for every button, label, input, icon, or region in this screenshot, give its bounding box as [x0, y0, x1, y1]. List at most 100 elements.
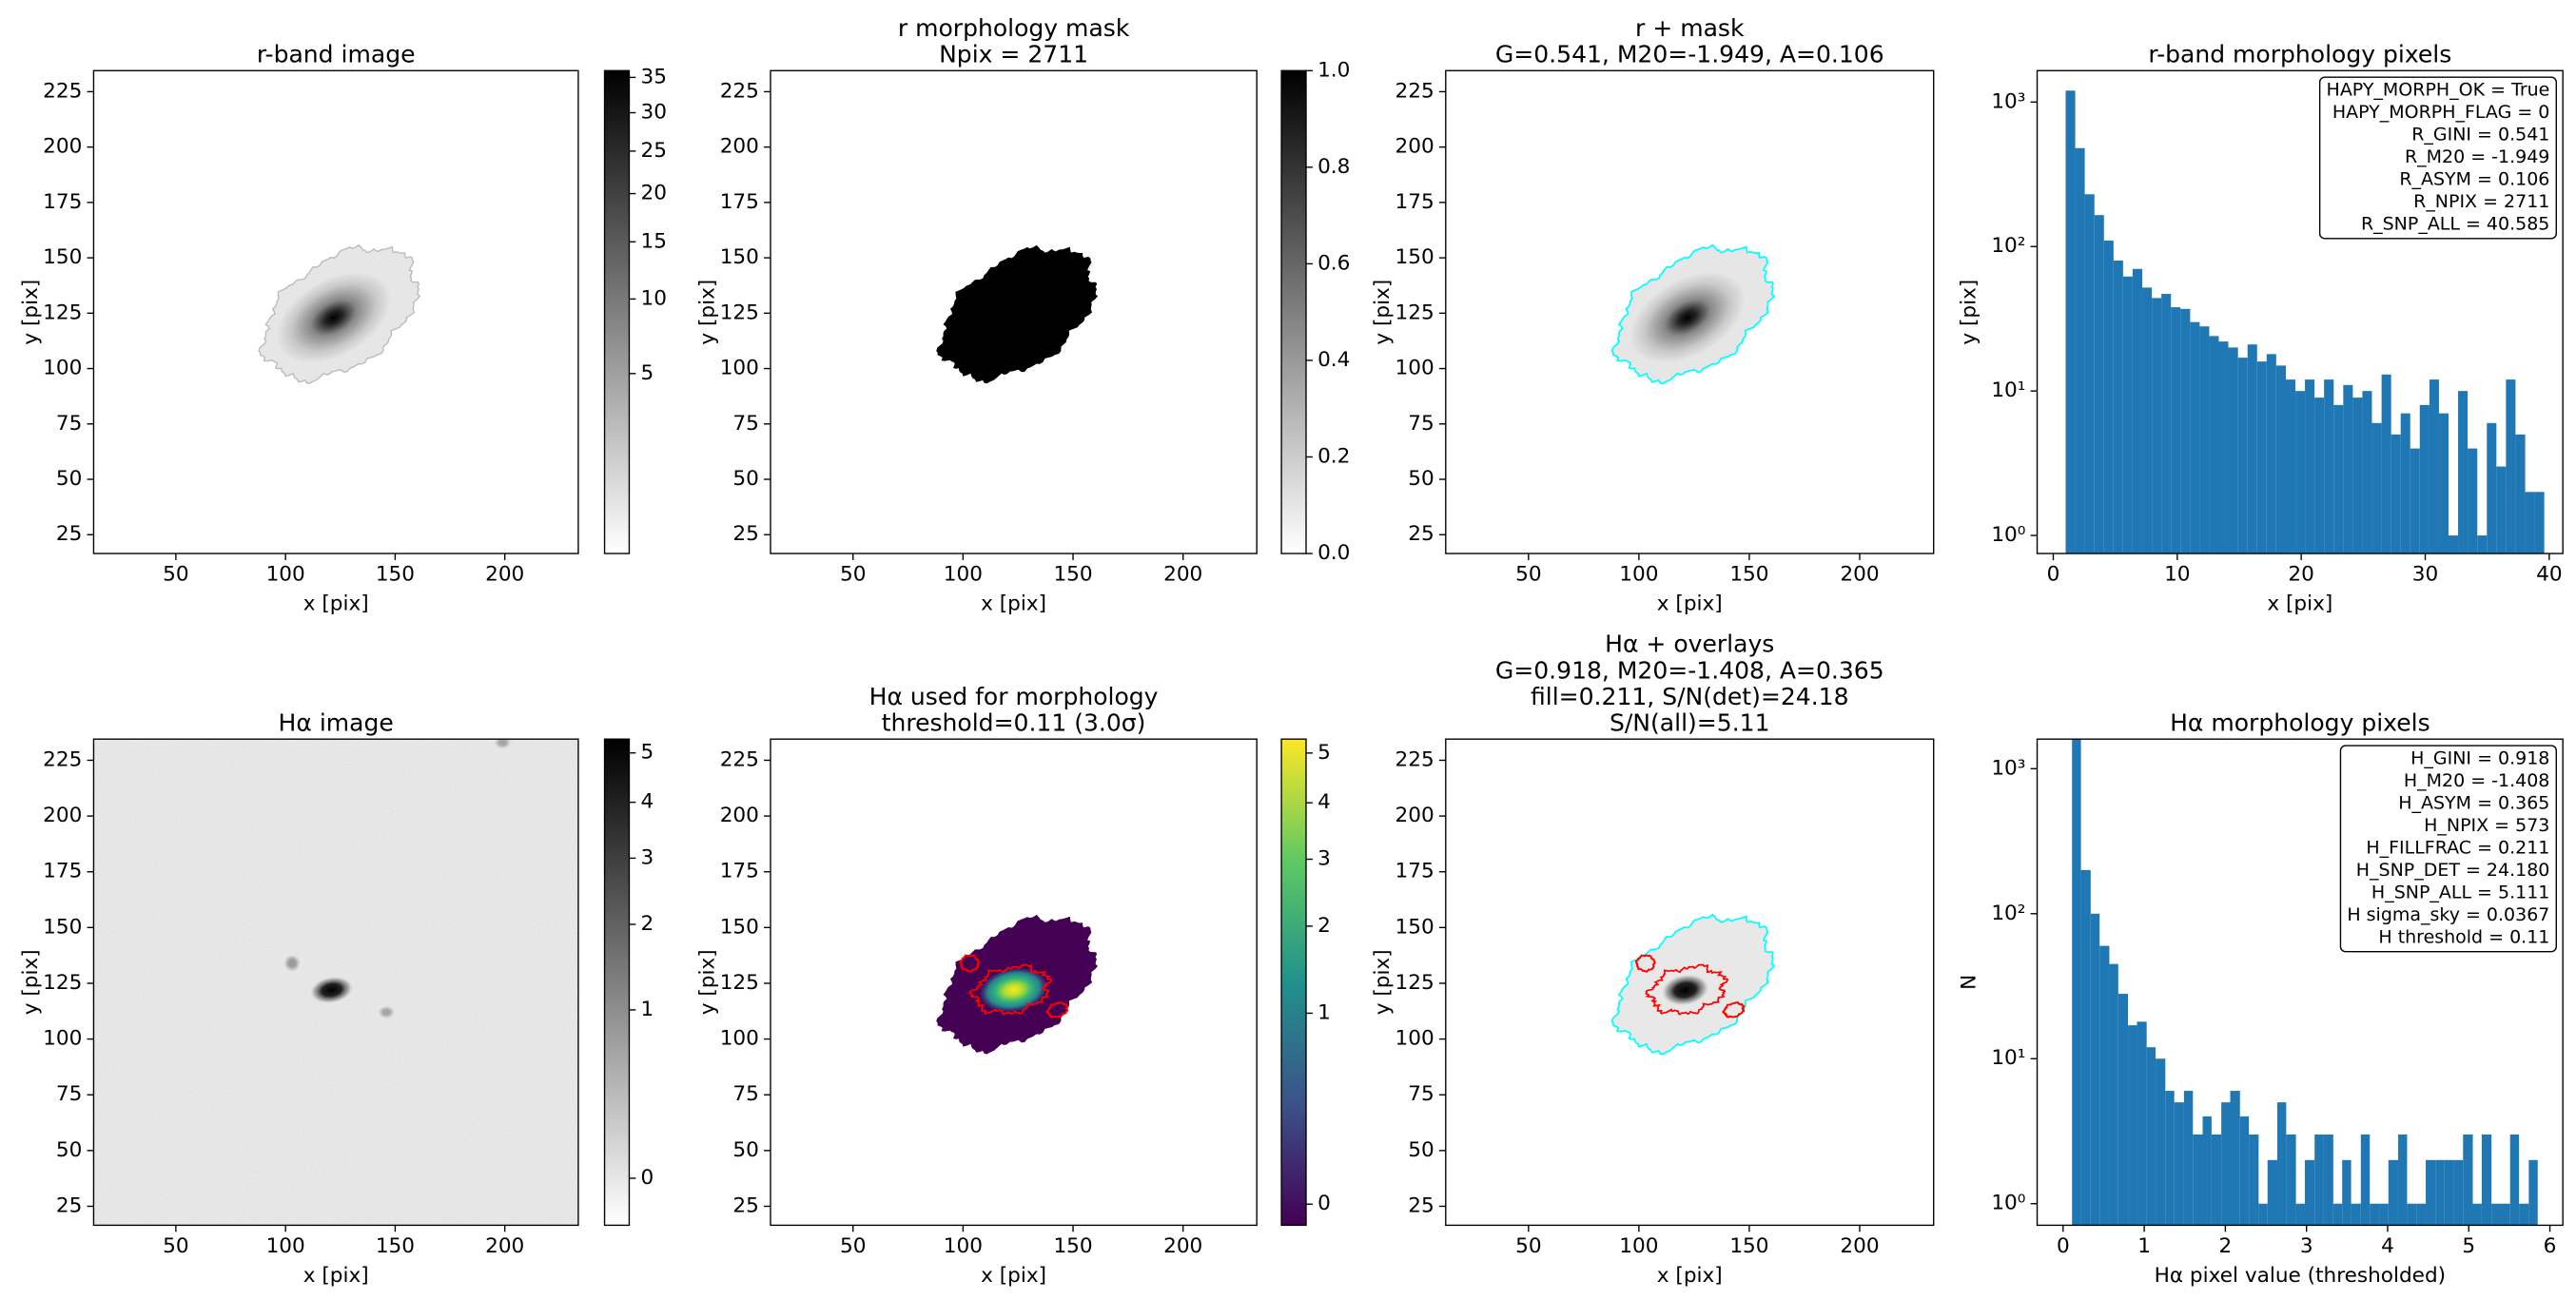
- annotation-line: R_NPIX = 2711: [2413, 191, 2549, 212]
- bar: [2391, 434, 2401, 554]
- bar: [2444, 1159, 2454, 1226]
- colorbar-tick-label: 0.6: [1317, 251, 1350, 275]
- y-tick-label: 75: [56, 1082, 82, 1106]
- colorbar: [603, 69, 631, 554]
- y-tick-label: 175: [720, 190, 759, 214]
- bar: [2237, 358, 2248, 554]
- x-tick-label: 2: [2219, 1234, 2233, 1258]
- bar: [2228, 347, 2238, 554]
- y-axis-label: y [pix]: [19, 280, 43, 345]
- y-tick-label: 125: [720, 971, 759, 995]
- chart-title: Hα morphology pixels: [2170, 709, 2430, 737]
- bar: [2211, 1134, 2222, 1226]
- bar: [2072, 739, 2081, 1226]
- y-tick-label: 10²: [1991, 234, 2025, 258]
- x-tick-label: 50: [163, 562, 188, 586]
- ha-contour: [1045, 1001, 1069, 1019]
- x-tick-label: 20: [2288, 562, 2313, 586]
- bar: [2209, 336, 2219, 554]
- bar: [2266, 354, 2276, 554]
- bar: [2342, 1159, 2352, 1226]
- y-tick-label: 150: [1395, 245, 1434, 269]
- ha-core: [309, 976, 354, 1004]
- chart-title: Hα + overlays: [1605, 631, 1774, 658]
- colorbar-tick-label: 1: [1317, 1000, 1331, 1024]
- y-tick-label: 125: [43, 301, 82, 324]
- bar: [2332, 1203, 2343, 1226]
- bar: [2370, 1203, 2380, 1226]
- x-tick-label: 150: [1729, 562, 1768, 586]
- y-axis-label: y [pix]: [1371, 280, 1395, 345]
- chart-title: r morphology mask: [898, 14, 1130, 42]
- ha-contour: [1634, 954, 1656, 974]
- bar: [2256, 361, 2267, 554]
- bar: [2426, 1159, 2436, 1226]
- bar: [2285, 379, 2296, 554]
- colorbar-tick-label: 10: [641, 286, 667, 310]
- colorbar: [1280, 738, 1307, 1227]
- x-tick-label: 0: [2057, 1234, 2070, 1258]
- x-tick-label: 50: [1515, 562, 1541, 586]
- bar: [2275, 365, 2286, 554]
- y-tick-label: 175: [1395, 190, 1434, 214]
- y-tick-label: 10²: [1991, 902, 2025, 925]
- y-tick-label: 225: [1395, 79, 1434, 103]
- y-tick-label: 25: [732, 1193, 758, 1217]
- y-tick-label: 200: [720, 804, 759, 827]
- bar: [2324, 379, 2334, 554]
- y-tick-label: 10⁰: [1991, 1192, 2025, 1215]
- y-tick-label: 200: [720, 135, 759, 159]
- y-tick-label: 125: [1395, 301, 1434, 324]
- ha-knot: [283, 954, 302, 973]
- y-tick-label: 225: [43, 79, 82, 103]
- y-tick-label: 25: [1408, 522, 1434, 546]
- y-tick-label: 25: [732, 522, 758, 546]
- x-tick-label: 150: [1729, 1234, 1768, 1258]
- annotation-line: H_M20 = -1.408: [2404, 770, 2549, 791]
- x-tick-label: 200: [1840, 562, 1879, 586]
- bar: [2400, 413, 2410, 554]
- x-tick-label: 40: [2536, 562, 2562, 586]
- y-tick-label: 200: [1395, 804, 1434, 827]
- bar: [2388, 1159, 2399, 1226]
- bar: [2371, 422, 2382, 554]
- y-tick-label: 10¹: [1991, 378, 2025, 402]
- colorbar-tick-label: 0.8: [1317, 155, 1350, 179]
- bar: [2323, 1134, 2333, 1226]
- y-tick-label: 100: [720, 1027, 759, 1051]
- bar: [2267, 1159, 2277, 1226]
- y-tick-label: 50: [56, 467, 82, 491]
- annotation-line: H_ASYM = 0.365: [2398, 792, 2549, 813]
- y-tick-label: 225: [1395, 747, 1434, 771]
- x-tick-label: 100: [266, 1234, 305, 1258]
- bar: [2360, 1134, 2371, 1226]
- x-tick-label: 30: [2412, 562, 2438, 586]
- bar: [2463, 1134, 2473, 1226]
- x-axis-label: x [pix]: [1657, 1264, 1723, 1288]
- bar: [2379, 1203, 2389, 1226]
- colorbar-tick-label: 0.2: [1317, 444, 1350, 468]
- colorbar-tick-label: 3: [1317, 847, 1331, 871]
- bar: [2295, 391, 2306, 554]
- y-tick-label: 150: [720, 915, 759, 939]
- x-tick-label: 1: [2137, 1234, 2151, 1258]
- bar: [2183, 1091, 2194, 1226]
- y-tick-label: 50: [1408, 1138, 1434, 1162]
- bar: [2122, 276, 2133, 554]
- ha-core: [978, 967, 1049, 1013]
- bar: [2174, 1102, 2184, 1226]
- bar: [2435, 1159, 2445, 1226]
- bar: [2525, 492, 2535, 554]
- bar: [2477, 535, 2488, 554]
- y-tick-label: 150: [1395, 915, 1434, 939]
- colorbar-tick-label: 0.4: [1317, 348, 1350, 372]
- chart-title: fill=0.211, S/N(det)=24.18: [1531, 683, 1849, 710]
- chart-title: Hα image: [279, 709, 394, 737]
- bar: [2171, 307, 2181, 554]
- x-tick-label: 10: [2164, 562, 2190, 586]
- x-axis-label: x [pix]: [303, 1264, 369, 1288]
- bar: [2286, 1134, 2296, 1226]
- chart-title: r + mask: [1635, 14, 1745, 42]
- annotation-line: HAPY_MORPH_FLAG = 0: [2332, 102, 2549, 123]
- plot-area: [258, 243, 421, 385]
